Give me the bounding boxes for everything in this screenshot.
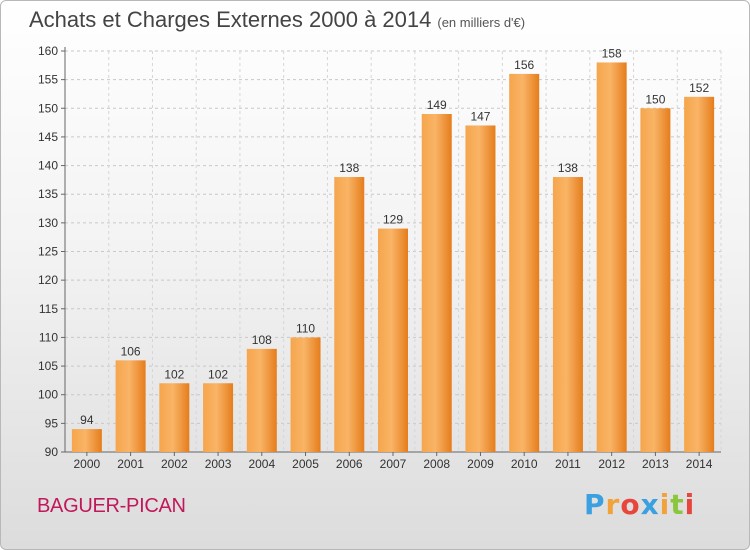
- bar-2004: [246, 348, 277, 452]
- data-label: 106: [121, 344, 141, 358]
- data-label: 147: [470, 109, 490, 123]
- x-tick-label: 2010: [511, 457, 538, 471]
- x-tick-label: 2006: [336, 457, 363, 471]
- data-label: 110: [296, 321, 315, 335]
- y-tick-label: 120: [38, 273, 58, 287]
- x-tick-label: 2009: [467, 457, 494, 471]
- bar-2013: [640, 108, 671, 453]
- data-label: 138: [558, 161, 578, 175]
- x-tick-label: 2012: [598, 457, 625, 471]
- y-tick-label: 150: [38, 101, 58, 115]
- data-label: 138: [339, 161, 359, 175]
- data-label: 102: [208, 367, 228, 381]
- data-label: 150: [645, 92, 665, 106]
- x-tick-label: 2014: [686, 457, 713, 471]
- y-tick-label: 115: [39, 302, 58, 316]
- logo-letter: x: [640, 488, 660, 521]
- x-tick-label: 2008: [423, 457, 450, 471]
- x-tick-label: 2005: [292, 457, 319, 471]
- bar-2001: [115, 360, 146, 452]
- y-tick-label: 105: [38, 359, 58, 373]
- data-label: 158: [602, 46, 622, 60]
- chart-title-text: Achats et Charges Externes 2000 à 2014: [29, 7, 432, 32]
- x-tick-label: 2003: [205, 457, 232, 471]
- proxiti-logo: Proxiti: [584, 488, 695, 521]
- data-label: 94: [80, 413, 94, 427]
- y-tick-label: 100: [38, 388, 58, 402]
- bar-2003: [203, 383, 234, 452]
- y-tick-label: 135: [38, 187, 58, 201]
- x-tick-label: 2001: [117, 457, 144, 471]
- y-tick-label: 90: [45, 445, 59, 459]
- y-tick-label: 130: [38, 216, 58, 230]
- bar-2012: [596, 62, 627, 452]
- bar-2008: [421, 114, 452, 452]
- bar-2010: [509, 73, 540, 453]
- y-tick-label: 140: [38, 159, 58, 173]
- labels: 90 95 100 105 110 115 120 125 130 135 140 145 150 155…: [38, 44, 713, 471]
- commune-name: BAGUER-PICAN: [37, 495, 186, 517]
- x-tick-label: 2000: [74, 457, 101, 471]
- chart-title: Achats et Charges Externes 2000 à 2014 (e…: [29, 7, 525, 33]
- y-tick-label: 160: [38, 44, 58, 58]
- bar-2009: [465, 125, 496, 452]
- data-label: 152: [689, 81, 709, 95]
- bar-2006: [334, 177, 365, 452]
- logo-letter: r: [605, 488, 621, 521]
- y-tick-label: 145: [38, 130, 58, 144]
- y-tick-label: 125: [38, 245, 58, 259]
- x-tick-label: 2002: [161, 457, 188, 471]
- logo-letter: i: [659, 488, 671, 521]
- y-tick-label: 155: [38, 73, 58, 87]
- data-label: 102: [164, 367, 184, 381]
- x-tick-label: 2004: [248, 457, 275, 471]
- logo-letter: P: [584, 488, 606, 521]
- data-label: 149: [427, 98, 447, 112]
- logo-letter: t: [670, 488, 685, 521]
- bar-2007: [378, 228, 408, 452]
- y-tick-label: 110: [39, 330, 58, 344]
- x-tick-label: 2007: [380, 457, 407, 471]
- y-tick-label: 95: [45, 416, 59, 430]
- logo-letter: o: [620, 488, 641, 521]
- bar-2011: [552, 177, 583, 452]
- bar-2002: [159, 383, 190, 452]
- chart-subtitle: (en milliers d'€): [437, 15, 526, 30]
- x-tick-label: 2011: [555, 457, 581, 471]
- data-label: 156: [514, 58, 534, 72]
- bar-2000: [71, 429, 102, 452]
- data-label: 108: [252, 333, 272, 347]
- data-label: 129: [383, 213, 403, 227]
- bars: [71, 62, 715, 453]
- x-tick-label: 2013: [642, 457, 669, 471]
- bar-2014: [684, 96, 715, 452]
- bar-2005: [290, 337, 321, 452]
- logo-letter: i: [684, 488, 696, 521]
